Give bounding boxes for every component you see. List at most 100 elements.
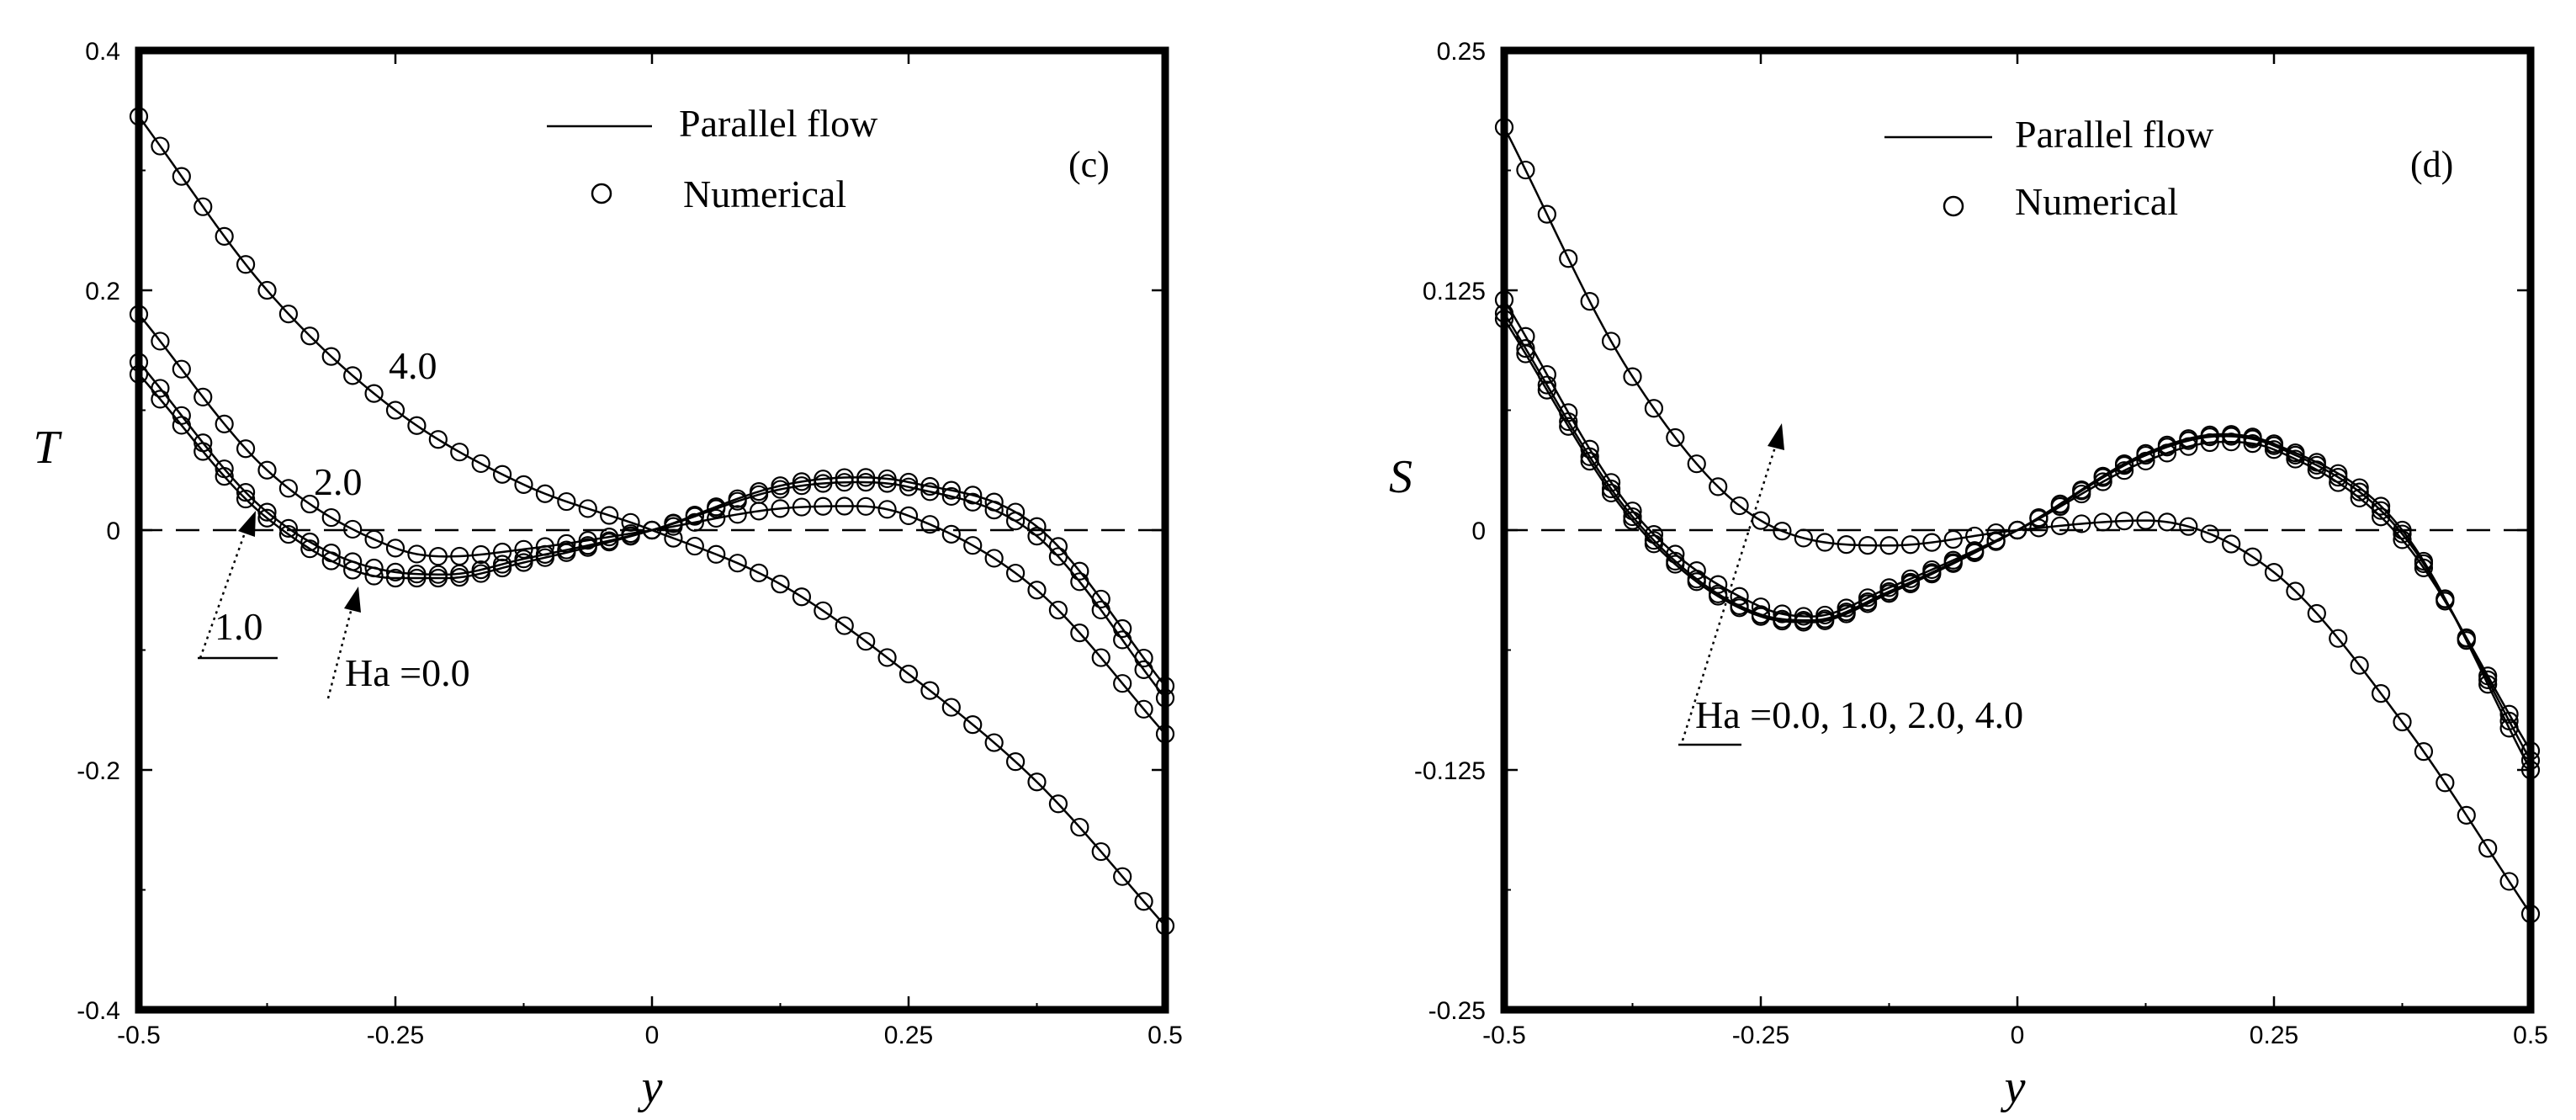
- c-ytick-label: -0.2: [77, 757, 120, 785]
- d-marker-series-3: [1580, 291, 1599, 311]
- d-legend-line-label: Parallel flow: [2015, 113, 2214, 156]
- c-marker-series-2: [1091, 648, 1110, 667]
- c-marker-series-3: [578, 499, 597, 518]
- d-marker-series-2: [2029, 509, 2049, 528]
- d-panel-tag: (d): [2410, 144, 2453, 185]
- d-marker-series-0: [2350, 478, 2369, 497]
- d-marker-series-2: [2478, 666, 2498, 686]
- d-marker-series-1: [1730, 596, 1749, 616]
- d-marker-series-0: [1559, 417, 1578, 436]
- c-marker-series-3: [535, 484, 555, 503]
- c-marker-series-2: [407, 544, 427, 564]
- c-label-ha-1: 1.0: [215, 605, 263, 648]
- c-marker-series-3: [300, 326, 320, 346]
- d-marker-series-0: [2499, 719, 2519, 738]
- d-marker-series-2: [2329, 473, 2348, 492]
- c-marker-series-2: [215, 414, 234, 433]
- c-marker-series-3: [920, 681, 940, 700]
- d-marker-series-2: [1815, 605, 1835, 625]
- d-y-axis-label: S: [1389, 451, 1413, 503]
- d-marker-series-2: [2072, 484, 2091, 504]
- d-marker-series-2: [2200, 433, 2219, 453]
- c-marker-series-3: [407, 416, 427, 435]
- c-marker-series-0: [856, 468, 876, 487]
- d-marker-series-3: [1965, 526, 1985, 546]
- c-legend-marker-label: Numerical: [683, 173, 846, 215]
- c-marker-series-2: [600, 528, 619, 547]
- c-marker-series-0: [1134, 648, 1153, 668]
- c-marker-series-3: [1048, 794, 1068, 814]
- c-marker-series-1: [151, 379, 170, 398]
- c-marker-series-3: [963, 715, 983, 735]
- d-marker-series-1: [2371, 501, 2391, 520]
- c-marker-series-3: [236, 255, 256, 274]
- c-xtick-label: -0.25: [367, 1022, 424, 1049]
- d-marker-series-3: [1666, 427, 1685, 448]
- c-marker-series-3: [685, 536, 704, 556]
- c-ytick-label: 0.4: [85, 38, 120, 66]
- c-marker-series-1: [963, 492, 983, 512]
- d-markers: [1494, 118, 2541, 924]
- d-marker-series-2: [2350, 488, 2369, 508]
- c-marker-series-3: [1027, 772, 1047, 792]
- c-marker-series-2: [300, 494, 320, 514]
- c-marker-series-1: [771, 480, 790, 499]
- c-marker-series-0: [407, 568, 427, 588]
- d-marker-series-3: [2329, 629, 2348, 648]
- d-marker-series-2: [2436, 592, 2455, 611]
- d-marker-series-3: [2350, 656, 2369, 675]
- c-marker-series-2: [1070, 624, 1089, 643]
- c-marker-series-1: [877, 474, 897, 493]
- d-marker-series-3: [1986, 523, 2006, 543]
- c-marker-series-1: [792, 476, 812, 496]
- c-marker-series-1: [685, 507, 704, 526]
- d-marker-series-2: [1709, 575, 1728, 594]
- c-marker-series-2: [1048, 600, 1068, 620]
- d-marker-series-3: [2414, 741, 2434, 762]
- c-marker-series-2: [920, 515, 940, 534]
- c-marker-series-3: [557, 491, 576, 512]
- d-marker-series-1: [2350, 482, 2369, 502]
- d-marker-series-1: [2136, 445, 2155, 465]
- c-marker-series-2: [898, 506, 919, 526]
- d-marker-series-1: [1516, 338, 1535, 358]
- d-marker-series-1: [1666, 551, 1685, 571]
- d-marker-series-2: [2286, 449, 2305, 469]
- c-marker-series-0: [321, 551, 341, 571]
- c-marker-series-3: [792, 587, 812, 607]
- d-marker-series-1: [1709, 584, 1728, 603]
- c-marker-series-0: [385, 568, 405, 588]
- d-ytick-label: -0.125: [1414, 757, 1486, 785]
- c-marker-series-3: [514, 475, 533, 494]
- d-marker-series-2: [2243, 434, 2262, 454]
- c-marker-series-2: [535, 537, 555, 556]
- c-marker-series-3: [151, 136, 170, 156]
- c-marker-series-2: [151, 332, 170, 351]
- c-marker-series-3: [215, 226, 234, 246]
- c-marker-series-2: [321, 507, 341, 528]
- c-marker-series-3: [856, 632, 876, 651]
- c-marker-series-3: [172, 167, 191, 186]
- d-marker-series-3: [2478, 839, 2498, 858]
- d-marker-series-1: [1623, 507, 1642, 527]
- c-marker-series-2: [278, 479, 299, 498]
- c-marker-series-0: [792, 472, 812, 491]
- c-xtick-label: 0.5: [1148, 1022, 1183, 1049]
- c-marker-series-3: [193, 197, 213, 216]
- d-marker-series-2: [2457, 628, 2476, 647]
- d-marker-series-3: [2050, 516, 2070, 535]
- c-marker-series-1: [514, 549, 533, 569]
- d-marker-series-3: [1559, 249, 1578, 268]
- d-marker-series-2: [1773, 604, 1792, 624]
- d-marker-series-1: [2499, 711, 2519, 730]
- c-marker-series-3: [364, 384, 384, 403]
- c-marker-series-1: [1070, 572, 1089, 592]
- d-marker-series-2: [2114, 461, 2134, 480]
- d-marker-series-3: [1730, 496, 1749, 516]
- d-legend: Parallel flow Numerical: [1884, 113, 2214, 223]
- d-ytick-label: -0.25: [1428, 997, 1486, 1025]
- d-marker-series-1: [2222, 427, 2241, 446]
- c-marker-series-3: [257, 280, 277, 300]
- d-xtick-label: -0.25: [1732, 1022, 1789, 1049]
- d-marker-series-2: [1837, 598, 1856, 618]
